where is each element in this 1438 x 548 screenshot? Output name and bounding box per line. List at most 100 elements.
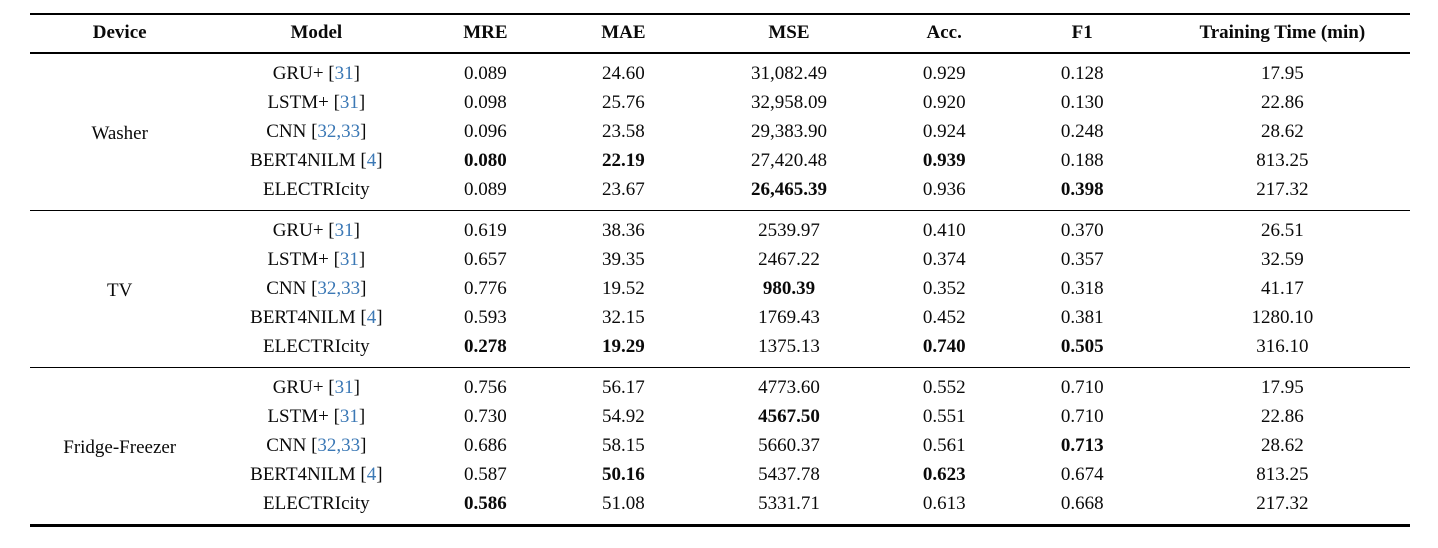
- citation-link[interactable]: 4: [366, 307, 377, 328]
- metric-value-mre: 0.089: [464, 179, 507, 200]
- model-label: ELECTRIcity: [209, 332, 423, 368]
- citation-link[interactable]: 32,33: [317, 435, 361, 456]
- metric-value-f1: 0.248: [1060, 121, 1104, 142]
- metric-value-acc: 0.740: [922, 336, 966, 357]
- citation-link[interactable]: 31: [334, 377, 354, 398]
- model-label: GRU+ [31]: [272, 63, 360, 84]
- metric-value-mre: 0.619: [423, 210, 548, 245]
- table-row: LSTM+ [31] 0.098 25.76 32,958.09 0.920 0.130 2…: [30, 88, 1410, 117]
- table-header-row: Device Model MRE MAE MSE Acc. F1 Training Time …: [30, 14, 1410, 54]
- citation-link[interactable]: 31: [334, 63, 354, 84]
- metric-value-time: 41.17: [1260, 278, 1304, 299]
- metric-value-mse: 27,420.48: [750, 150, 827, 171]
- table-row: CNN [32,33] 0.096 23.58 29,383.90 0.924 0.248…: [30, 117, 1410, 146]
- metric-value-mae: 25.76: [601, 92, 645, 113]
- metric-value-mae: 24.60: [601, 63, 645, 84]
- table-row: Fridge-Freezer GRU+ [31] 0.756 56.17 4773.60…: [30, 367, 1410, 526]
- metric-value-mre: 0.686: [464, 435, 507, 456]
- citation-link[interactable]: 32,33: [317, 121, 361, 142]
- table-row: BERT4NILM [4] 0.080 22.19 27,420.48 0.939 0.1…: [30, 146, 1410, 175]
- table-row: CNN [32,33] 0.686 58.15 5660.37 0.561 0.713 28…: [30, 431, 1410, 460]
- model-name: LSTM+: [267, 406, 329, 427]
- metric-value-time: 217.32: [1256, 179, 1309, 200]
- model-label: BERT4NILM [4]: [250, 307, 383, 328]
- model-label: GRU+ [31]: [209, 210, 424, 245]
- metric-value-mse: 980.39: [762, 278, 816, 299]
- metric-value-acc: 0.936: [922, 179, 966, 200]
- model-label: ELECTRIcity: [209, 489, 423, 526]
- citation-link[interactable]: 4: [366, 150, 377, 171]
- metric-value-time: 26.51: [1154, 210, 1410, 245]
- model-name: BERT4NILM: [250, 464, 356, 485]
- model-label: BERT4NILM [4]: [250, 464, 383, 485]
- citation-link[interactable]: 31: [339, 249, 359, 270]
- metric-value-f1: 0.318: [1060, 278, 1104, 299]
- column-header: F1: [1009, 14, 1155, 54]
- column-header: Acc.: [878, 14, 1010, 54]
- column-header: MRE: [423, 14, 548, 54]
- metric-value-mae: 54.92: [601, 406, 645, 427]
- citation-link[interactable]: 4: [366, 464, 377, 485]
- column-header: MSE: [699, 14, 879, 54]
- metric-value-mae: 19.52: [601, 278, 645, 299]
- metric-value-mse: 5331.71: [758, 493, 820, 514]
- metric-value-mse: 2467.22: [758, 249, 820, 270]
- citation-link[interactable]: 31: [334, 220, 354, 241]
- model-name: BERT4NILM: [250, 307, 356, 328]
- metric-value-mse: 2539.97: [699, 210, 879, 245]
- citation-link[interactable]: 31: [339, 92, 359, 113]
- metric-value-time: 813.25: [1256, 150, 1309, 171]
- metric-value-mse: 31,082.49: [750, 63, 827, 84]
- table-row: TV GRU+ [31] 0.619 38.36 2539.97 0.410 0.370 26…: [30, 210, 1410, 368]
- device-group: TV GRU+ [31] 0.619 38.36 2539.97 0.410 0.370 26…: [30, 210, 1410, 368]
- results-table-container: Device Model MRE MAE MSE Acc. F1 Training Time …: [30, 13, 1410, 527]
- metric-value-acc: 0.552: [878, 367, 1010, 402]
- model-label: LSTM+ [31]: [267, 406, 366, 427]
- metric-value-acc: 0.452: [922, 307, 966, 328]
- device-label: TV: [30, 210, 210, 368]
- metric-value-mre: 0.756: [423, 367, 548, 402]
- model-label: ELECTRIcity: [209, 175, 423, 211]
- model-name: CNN: [266, 435, 307, 456]
- metric-value-mae: 19.29: [601, 336, 645, 357]
- metric-value-time: 1280.10: [1251, 307, 1314, 328]
- metric-value-time: 17.95: [1154, 367, 1410, 402]
- model-name: CNN: [266, 278, 307, 299]
- metric-value-acc: 0.561: [922, 435, 966, 456]
- metric-value-f1: 0.357: [1060, 249, 1104, 270]
- model-label: BERT4NILM [4]: [250, 150, 383, 171]
- table-row: ELECTRIcity 0.278 19.29 1375.13 0.740 0.505 31…: [30, 332, 1410, 368]
- metric-value-time: 813.25: [1256, 464, 1309, 485]
- metric-value-mae: 23.67: [601, 179, 645, 200]
- citation-link[interactable]: 31: [339, 406, 359, 427]
- metric-value-mae: 56.17: [547, 367, 700, 402]
- table-row: CNN [32,33] 0.776 19.52 980.39 0.352 0.318 41.…: [30, 274, 1410, 303]
- metric-value-mre: 0.587: [464, 464, 507, 485]
- table-row: BERT4NILM [4] 0.587 50.16 5437.78 0.623 0.674…: [30, 460, 1410, 489]
- metric-value-mae: 51.08: [601, 493, 645, 514]
- metric-value-time: 217.32: [1256, 493, 1309, 514]
- metric-value-mse: 5660.37: [758, 435, 820, 456]
- model-name: CNN: [266, 121, 307, 142]
- metric-value-mre: 0.593: [464, 307, 507, 328]
- metric-value-f1: 0.188: [1060, 150, 1104, 171]
- device-group: Fridge-Freezer GRU+ [31] 0.756 56.17 4773.60…: [30, 367, 1410, 526]
- metric-value-mre: 0.080: [464, 150, 507, 171]
- citation-link[interactable]: 32,33: [317, 278, 361, 299]
- model-name: GRU+: [272, 63, 324, 84]
- metric-value-mre: 0.586: [464, 493, 507, 514]
- metric-value-mae: 32.15: [601, 307, 645, 328]
- metric-value-mse: 29,383.90: [750, 121, 827, 142]
- metric-value-acc: 0.920: [922, 92, 966, 113]
- metric-value-mse: 26,465.39: [750, 179, 827, 200]
- model-name: GRU+: [272, 377, 324, 398]
- metric-value-acc: 0.929: [922, 63, 966, 84]
- model-name: BERT4NILM: [250, 150, 356, 171]
- metric-value-time: 22.86: [1260, 406, 1304, 427]
- metric-value-f1: 0.668: [1060, 493, 1104, 514]
- metric-value-mae: 22.19: [601, 150, 645, 171]
- model-name: GRU+: [272, 220, 324, 241]
- column-header: MAE: [547, 14, 700, 54]
- metric-value-mre: 0.278: [464, 336, 507, 357]
- model-name: LSTM+: [267, 249, 329, 270]
